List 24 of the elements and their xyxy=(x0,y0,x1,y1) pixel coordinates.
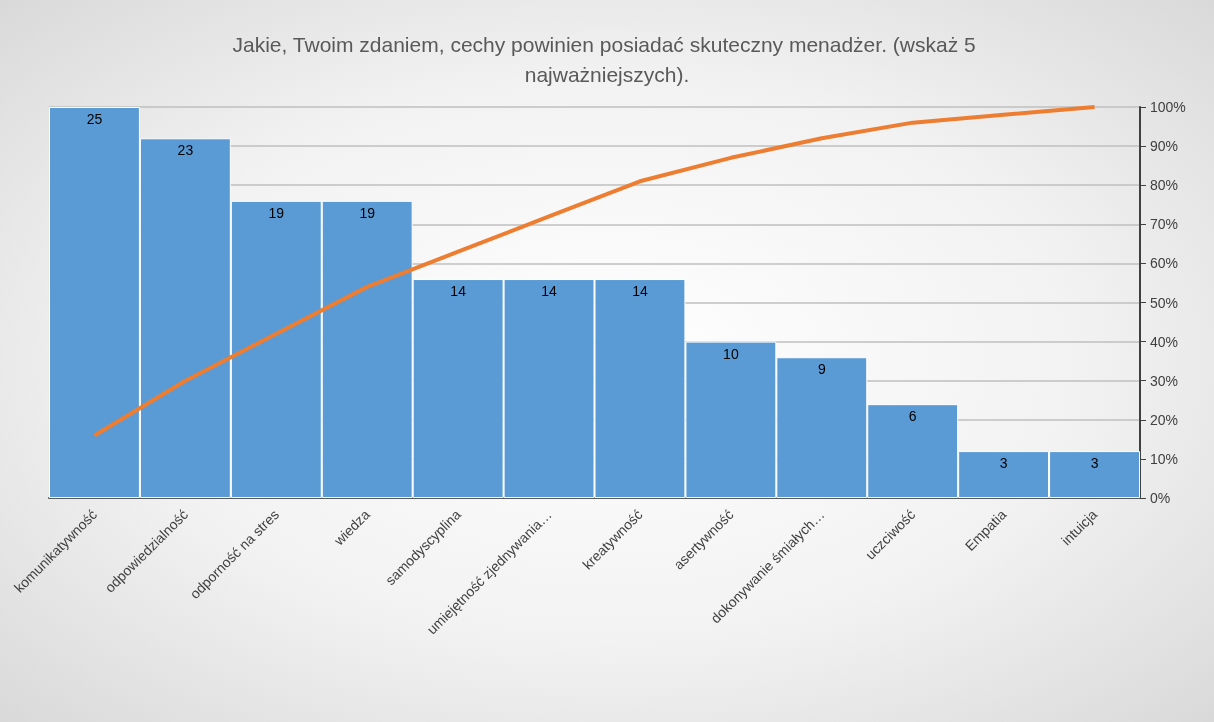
data-label: 6 xyxy=(908,408,917,425)
y2-tick-label: 60% xyxy=(1150,255,1179,272)
data-label: 10 xyxy=(723,345,739,362)
data-label: 25 xyxy=(86,111,103,127)
data-label: 19 xyxy=(268,204,285,221)
y2-tick-label: 20% xyxy=(1150,411,1179,428)
data-label: 3 xyxy=(1090,455,1099,472)
y2-tick-label: 80% xyxy=(1150,177,1179,194)
data-label: 9 xyxy=(817,361,826,378)
y2-tick-label: 30% xyxy=(1150,372,1179,389)
data-label: 14 xyxy=(541,283,558,300)
data-label: 14 xyxy=(450,283,467,300)
data-label: 3 xyxy=(999,455,1008,472)
y2-tick-label: 40% xyxy=(1150,333,1179,350)
y2-tick-label: 0% xyxy=(1150,490,1171,506)
y2-tick-label: 70% xyxy=(1150,216,1179,233)
chart-title: Jakie, Twoim zdaniem, cechy powinien posiadać skuteczny menadżer. (wskaż 5 najważniejszych). xyxy=(232,32,982,86)
data-label: 14 xyxy=(632,283,648,300)
y2-tick-label: 50% xyxy=(1150,294,1179,311)
y2-tick-label: 100% xyxy=(1150,99,1186,115)
y2-tick-label: 10% xyxy=(1150,450,1179,467)
data-label: 19 xyxy=(359,204,376,221)
y2-tick-label: 90% xyxy=(1150,138,1179,155)
data-label: 23 xyxy=(177,142,194,159)
